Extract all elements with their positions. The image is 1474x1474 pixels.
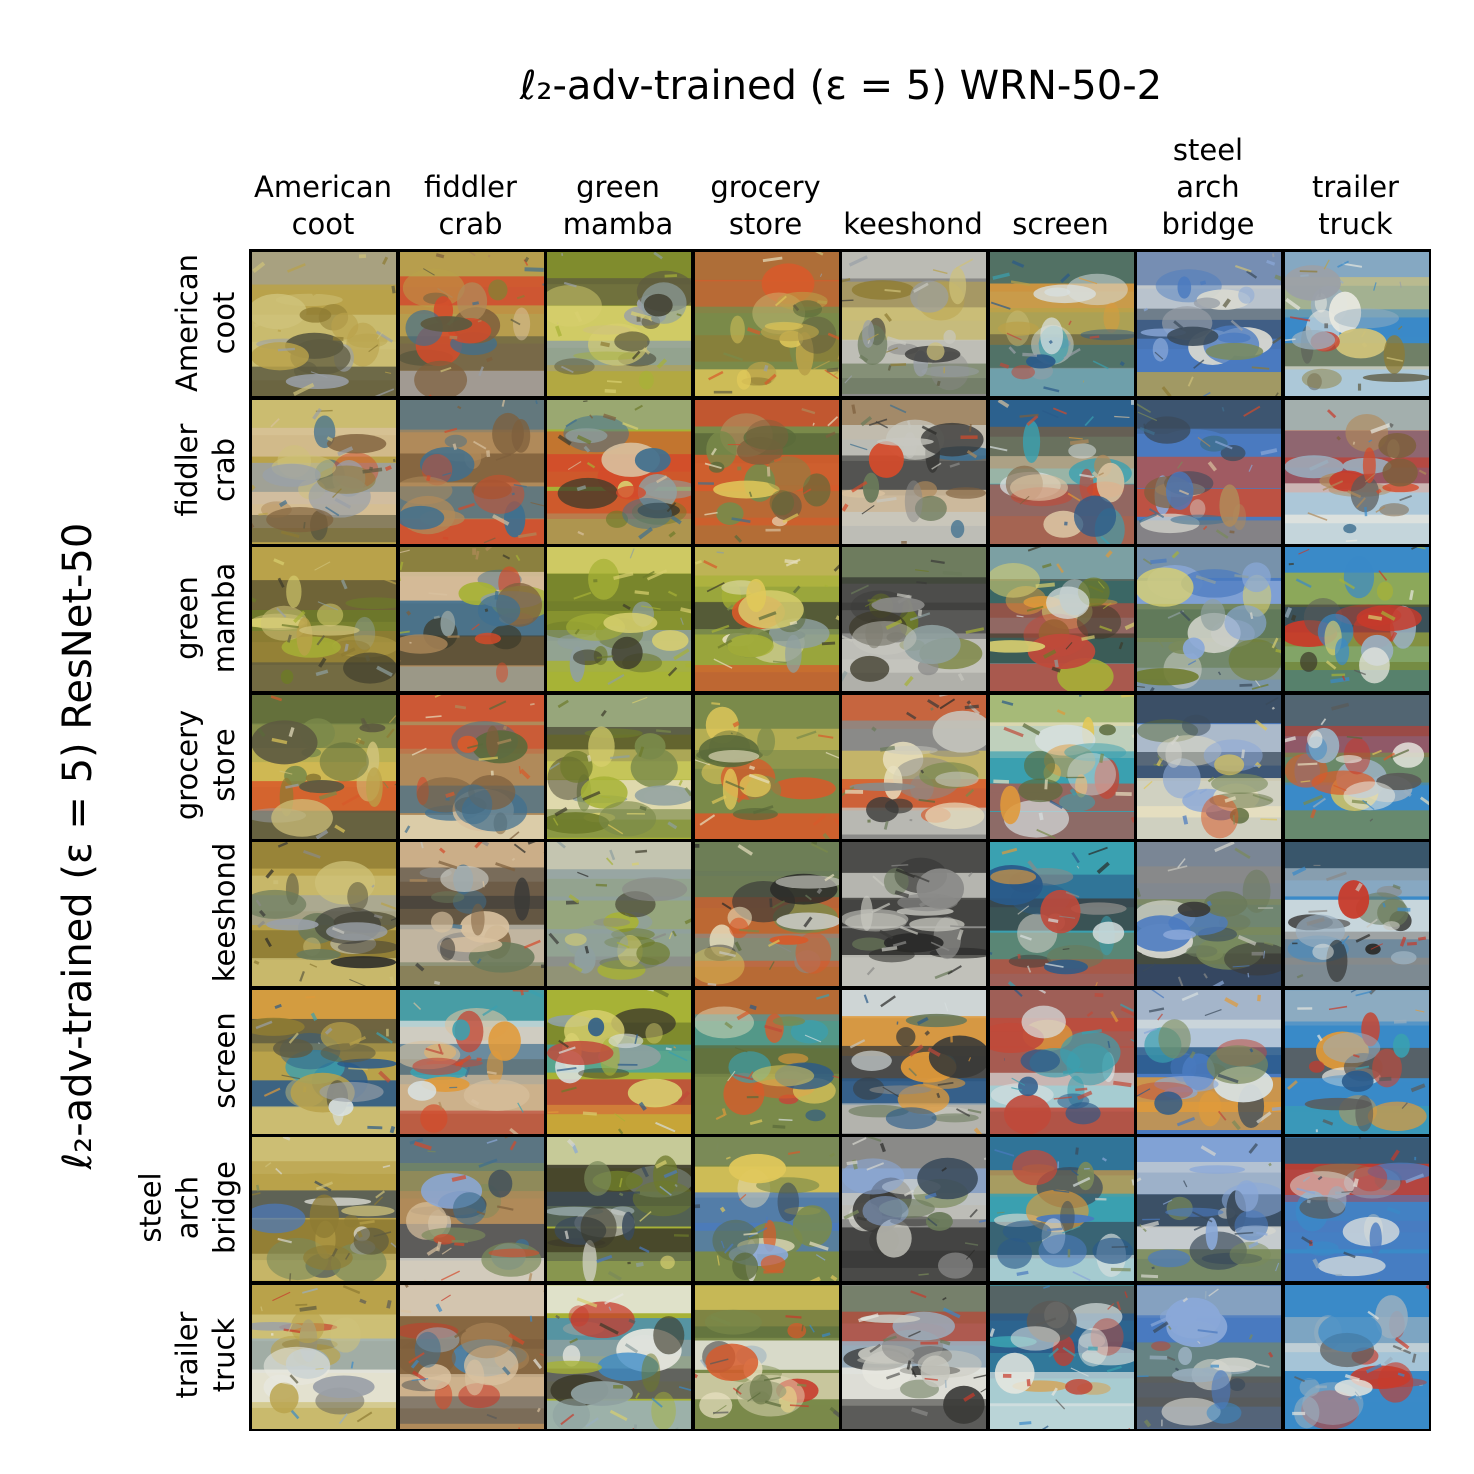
generated-image <box>692 545 841 693</box>
generated-image <box>397 692 546 841</box>
generated-image <box>1135 397 1283 546</box>
generated-image <box>1282 1135 1431 1283</box>
generated-image <box>692 1282 841 1431</box>
generated-image <box>1282 250 1431 398</box>
generated-image <box>250 545 398 693</box>
generated-image <box>545 397 693 546</box>
generated-image <box>1135 545 1283 693</box>
generated-image <box>987 397 1136 546</box>
column-label: grocery store <box>710 170 821 241</box>
generated-image <box>840 545 988 693</box>
row-label: green mamba <box>170 562 241 673</box>
row-label: steel arch bridge <box>133 1161 241 1255</box>
generated-image <box>250 397 398 546</box>
generated-image <box>397 1282 546 1431</box>
generated-image <box>987 1282 1136 1431</box>
generated-image <box>987 692 1136 841</box>
generated-image <box>545 250 693 398</box>
generated-image <box>840 397 988 546</box>
generated-image <box>840 692 988 841</box>
column-label: fiddler crab <box>424 170 517 241</box>
generated-image <box>250 1282 398 1431</box>
generated-image <box>692 840 841 988</box>
generated-image <box>1282 397 1431 546</box>
generated-image <box>1282 545 1431 693</box>
generated-image <box>987 840 1136 988</box>
column-label: steel arch bridge <box>1161 133 1255 241</box>
generated-image <box>545 987 693 1136</box>
column-label: American coot <box>253 170 392 241</box>
generated-image <box>840 840 988 988</box>
generated-image <box>545 545 693 693</box>
generated-image <box>1135 987 1283 1136</box>
generated-image <box>250 250 398 398</box>
generated-image <box>692 1135 841 1283</box>
generated-image <box>692 692 841 841</box>
generated-image <box>692 397 841 546</box>
generated-image <box>545 840 693 988</box>
column-label: trailer truck <box>1312 170 1399 241</box>
generated-image <box>397 250 546 398</box>
generated-image <box>250 987 398 1136</box>
row-label: screen <box>207 1012 241 1109</box>
generated-image <box>545 1135 693 1283</box>
generated-image <box>545 1282 693 1431</box>
row-label: grocery store <box>170 710 241 821</box>
generated-image <box>987 987 1136 1136</box>
generated-image <box>545 692 693 841</box>
generated-image <box>1135 840 1283 988</box>
generated-image <box>397 987 546 1136</box>
row-label: trailer truck <box>170 1311 241 1399</box>
generated-image <box>1282 840 1431 988</box>
generated-image <box>840 987 988 1136</box>
y-axis-label: ℓ₂-adv-trained (ε = 5) ResNet-50 <box>55 522 101 1170</box>
column-label: screen <box>1012 207 1109 241</box>
row-label: keeshond <box>207 843 241 983</box>
generated-image <box>397 545 546 693</box>
generated-image <box>397 397 546 546</box>
generated-image <box>1135 692 1283 841</box>
generated-image <box>1282 692 1431 841</box>
generated-image <box>250 1135 398 1283</box>
generated-image <box>987 1135 1136 1283</box>
generated-image <box>250 840 398 988</box>
column-label: keeshond <box>843 207 983 241</box>
generated-image <box>250 692 398 841</box>
row-label: fiddler crab <box>170 423 241 517</box>
generated-image <box>987 250 1136 398</box>
generated-image <box>1282 1282 1431 1431</box>
column-label: green mamba <box>562 170 674 241</box>
generated-image <box>987 545 1136 693</box>
generated-image <box>1135 1282 1283 1431</box>
generated-image <box>840 1282 988 1431</box>
generated-image <box>1282 987 1431 1136</box>
generated-image <box>692 987 841 1136</box>
generated-image <box>1135 1135 1283 1283</box>
generated-image <box>397 840 546 988</box>
generated-image <box>840 250 988 398</box>
generated-image <box>840 1135 988 1283</box>
generated-image <box>692 250 841 398</box>
generated-image <box>397 1135 546 1283</box>
generated-image <box>1135 250 1283 398</box>
image-grid <box>249 249 1431 1431</box>
figure-title: ℓ₂-adv-trained (ε = 5) WRN-50-2 <box>519 63 1163 109</box>
row-label: American coot <box>170 253 241 392</box>
